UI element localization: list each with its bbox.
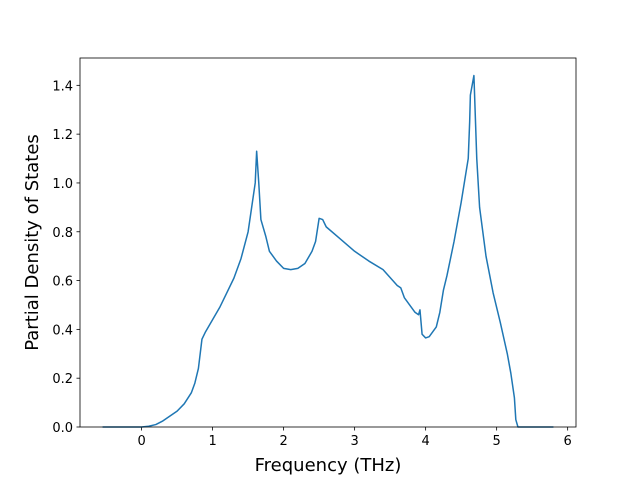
x-tick-label: 0 — [137, 434, 145, 449]
x-axis-label: Frequency (THz) — [255, 455, 402, 476]
x-tick-label: 6 — [564, 434, 572, 449]
x-tick-label: 1 — [208, 434, 216, 449]
y-tick-label: 1.4 — [52, 79, 73, 94]
x-tick-label: 3 — [350, 434, 358, 449]
axes-frame — [79, 57, 577, 428]
x-tick-label: 2 — [279, 434, 287, 449]
y-tick-label: 0.8 — [52, 226, 73, 241]
y-tick-label: 0.6 — [52, 275, 73, 290]
data-line — [102, 74, 554, 428]
y-tick-label: 0.2 — [52, 372, 73, 387]
y-axis-label: Partial Density of States — [22, 134, 43, 351]
y-tick-label: 0.0 — [52, 421, 73, 436]
y-tick-label: 0.4 — [52, 323, 73, 338]
x-tick-label: 5 — [493, 434, 501, 449]
y-tick-label: 1.2 — [52, 128, 73, 143]
y-tick-label: 1.0 — [52, 177, 73, 192]
x-tick-label: 4 — [421, 434, 429, 449]
